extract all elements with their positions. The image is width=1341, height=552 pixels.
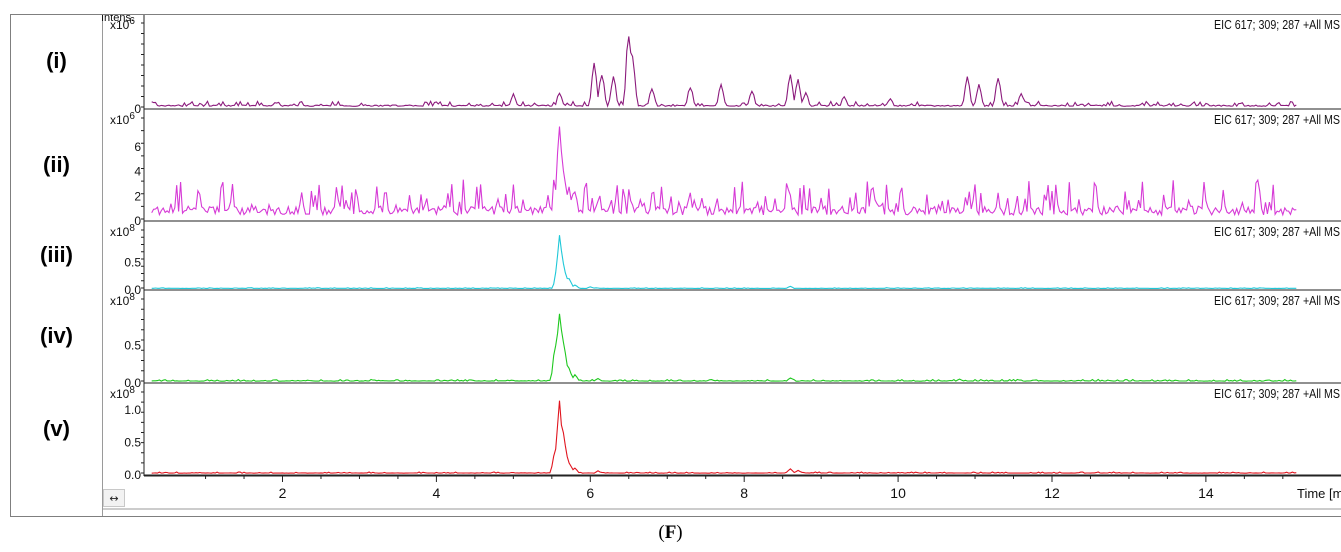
y-tick-label: 0.5	[124, 339, 141, 353]
scale-base: x10	[110, 294, 130, 308]
y-axis-unit-label: Intens.	[101, 15, 134, 24]
x-tick-label: 10	[890, 485, 906, 501]
y-tick-label: 0.0	[124, 376, 141, 390]
y-tick-label: 0	[134, 102, 141, 116]
y-tick-label: 0.5	[124, 255, 141, 269]
x-axis-label: Time [min]	[1297, 486, 1341, 501]
y-tick-label: 0.0	[124, 468, 141, 482]
trace-line	[151, 36, 1297, 108]
trace-label: (iii)	[40, 242, 73, 267]
y-tick-label: 0.5	[124, 436, 141, 450]
trace-legend: EIC 617; 309; 287 +All MS	[1214, 293, 1340, 308]
scale-base: x10	[110, 18, 130, 32]
y-tick-label: 6	[134, 140, 141, 154]
trace-label-column: (i) (ii) (iii) (iv) (v)	[11, 15, 103, 516]
y-tick-label: 4	[134, 165, 141, 179]
chromatogram-frame: (i) (ii) (iii) (iv) (v) 0 x106 Intens. EIC 617;…	[10, 14, 1341, 517]
y-tick-label: 1.0	[124, 403, 141, 417]
trace-legend: EIC 617; 309; 287 +All MS	[1214, 224, 1340, 239]
scale-exponent: 8	[129, 223, 135, 234]
caption-open: (	[658, 522, 665, 543]
y-tick-label: 0.0	[124, 283, 141, 297]
scale-base: x10	[110, 225, 130, 239]
scale-exponent: 6	[129, 16, 135, 27]
trace-label: (ii)	[43, 151, 70, 177]
scale-exponent: 8	[129, 292, 135, 303]
x-tick-label: 4	[433, 485, 441, 501]
y-tick-label: 0	[134, 214, 141, 228]
trace-line	[151, 126, 1297, 217]
x-tick-label: 8	[740, 485, 748, 501]
trace-label: (v)	[43, 415, 70, 441]
x-tick-label: 14	[1198, 485, 1214, 501]
trace-label: (iv)	[40, 323, 73, 348]
trace-label: (i)	[46, 48, 67, 73]
x-tick-label: 6	[586, 485, 594, 501]
caption-close: )	[676, 522, 683, 543]
x-tick-label: 12	[1044, 485, 1060, 501]
trace-panel: 1.0 0.5 0.0 x108 EIC 617; 309; 287 +All MS	[110, 385, 1341, 482]
trace-line	[151, 400, 1297, 474]
trace-panel: 0.5 0.0 x108 EIC 617; 309; 287 +All MS	[110, 292, 1341, 390]
trace-legend: EIC 617; 309; 287 +All MS	[1214, 112, 1340, 127]
trace-panel: 0.5 0.0 x108 EIC 617; 309; 287 +All MS	[110, 223, 1341, 297]
scroll-arrows-icon[interactable]: ↔	[103, 489, 125, 507]
scale-label: x106	[110, 111, 135, 127]
scale-label: x108	[110, 385, 135, 401]
scale-label: x108	[110, 223, 135, 239]
trace-legend: EIC 617; 309; 287 +All MS	[1214, 17, 1340, 32]
trace-line	[151, 235, 1297, 289]
figure-caption: (F)	[0, 522, 1341, 544]
caption-letter: F	[664, 522, 677, 543]
scale-base: x10	[110, 113, 130, 127]
y-tick-label: 2	[134, 189, 141, 203]
scale-exponent: 6	[129, 111, 135, 122]
trace-legend: EIC 617; 309; 287 +All MS	[1214, 386, 1340, 401]
x-tick-label: 2	[279, 485, 287, 501]
trace-line	[151, 313, 1297, 382]
scale-exponent: 8	[129, 385, 135, 396]
scale-label: x108	[110, 292, 135, 308]
scale-base: x10	[110, 387, 130, 401]
scale-label: x106	[110, 16, 135, 32]
